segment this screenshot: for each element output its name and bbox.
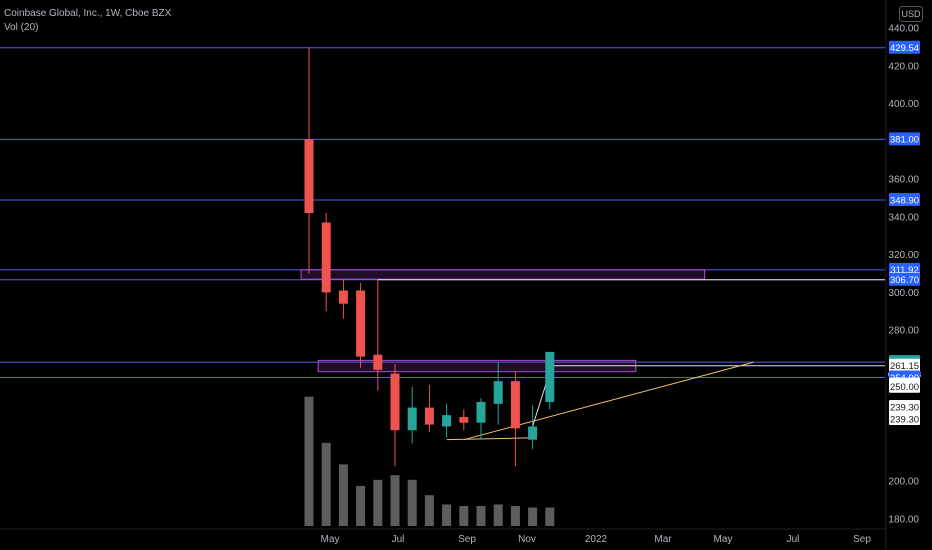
chart-legend: Coinbase Global, Inc., 1W, Cboe BZX Vol … [4,7,171,35]
volume-indicator-label[interactable]: Vol (20) [4,22,39,33]
drawing-price-tag-bg [889,358,920,372]
volume-bar [356,485,366,526]
level-price-tag-bg [889,40,920,54]
candle-body [424,407,434,425]
candle-body [476,401,486,423]
time-tick-label: 2022 [585,534,608,545]
candle-body [510,381,520,429]
zone-rectangle [300,269,706,280]
white-level-lines [377,279,885,367]
volume-bar [528,507,538,526]
horizontal-levels [0,47,885,379]
price-tick-label: 340.00 [888,212,919,223]
volume-bar [304,396,314,526]
volume-bar [390,475,400,526]
volume-bar [442,504,452,526]
candles [304,47,555,467]
level-price-tag-bg [889,272,920,286]
time-tick-label: May [714,534,733,545]
level-price-tag: 311.92 [890,265,918,276]
price-tick-label: 440.00 [888,24,919,35]
price-tick-label: 400.00 [888,99,919,110]
symbol-title[interactable]: Coinbase Global, Inc., 1W, Cboe BZX [4,8,172,19]
price-axis[interactable]: 180.00 200.00 280.00 300.00 320.00 340.00 360.… [885,0,921,550]
level-price-tag: 381.00 [890,135,919,146]
supply-demand-zones [300,269,706,373]
drawing-price-tag: 250.00 [890,382,919,393]
candle-body [390,373,400,431]
trend-lines [446,361,754,441]
drawing-price-tag-bg [889,379,920,393]
time-tick-label: May [321,534,340,545]
level-price-tag: 429.54 [890,43,919,54]
drawing-price-tag: 239.30 [890,414,919,425]
trend-line [446,437,533,441]
volume-bar [424,495,434,526]
price-tick-label: 200.00 [888,477,919,488]
level-price-tag: 348.90 [890,195,919,206]
time-tick-label: Nov [518,534,536,545]
level-price-tag: 306.70 [890,275,919,286]
time-axis[interactable]: May Jul Sep Nov 2022 Mar May Jul Sep [0,528,886,545]
price-tick-label: 300.00 [888,288,919,299]
candle-body [373,354,383,370]
drawing-price-tag-bg [889,412,920,426]
candle-body [493,381,503,404]
time-tick-label: Sep [458,534,476,545]
time-tick-label: Sep [853,534,871,545]
candle-body [459,417,469,423]
price-tick-label: 320.00 [888,250,919,261]
level-price-tag-bg [889,132,920,146]
price-tick-label: 420.00 [888,61,919,72]
time-tick-label: Mar [654,534,672,545]
price-tick-label: 360.00 [888,175,919,186]
volume-bar [493,504,503,526]
time-tick-label: Jul [392,534,405,545]
drawing-price-tag: 261.15 [890,361,919,372]
volume-bar [338,464,348,526]
price-tick-label: 180.00 [888,515,919,526]
volume-bar [476,505,486,526]
drawing-price-tag-bg [889,400,920,414]
candle-body [356,290,366,357]
volume-bar [510,505,520,526]
drawing-price-tag: 239.30 [890,402,919,413]
level-price-tag-bg [889,193,920,207]
candle-body [304,139,314,214]
trend-line [463,361,754,441]
candle-body [338,290,348,304]
volume-bar [459,505,469,526]
volume-bar [373,479,383,526]
candle-body [442,415,452,427]
currency-button[interactable]: USD [899,6,923,22]
price-tick-label: 280.00 [888,326,919,337]
volume-bars [304,396,555,526]
candle-body [545,351,555,402]
volume-bar [545,507,555,526]
candle-body [321,222,331,293]
volume-bar [321,442,331,526]
candle-body [407,407,417,431]
time-tick-label: Jul [787,534,800,545]
volume-bar [407,479,417,526]
candle-body [528,426,538,440]
